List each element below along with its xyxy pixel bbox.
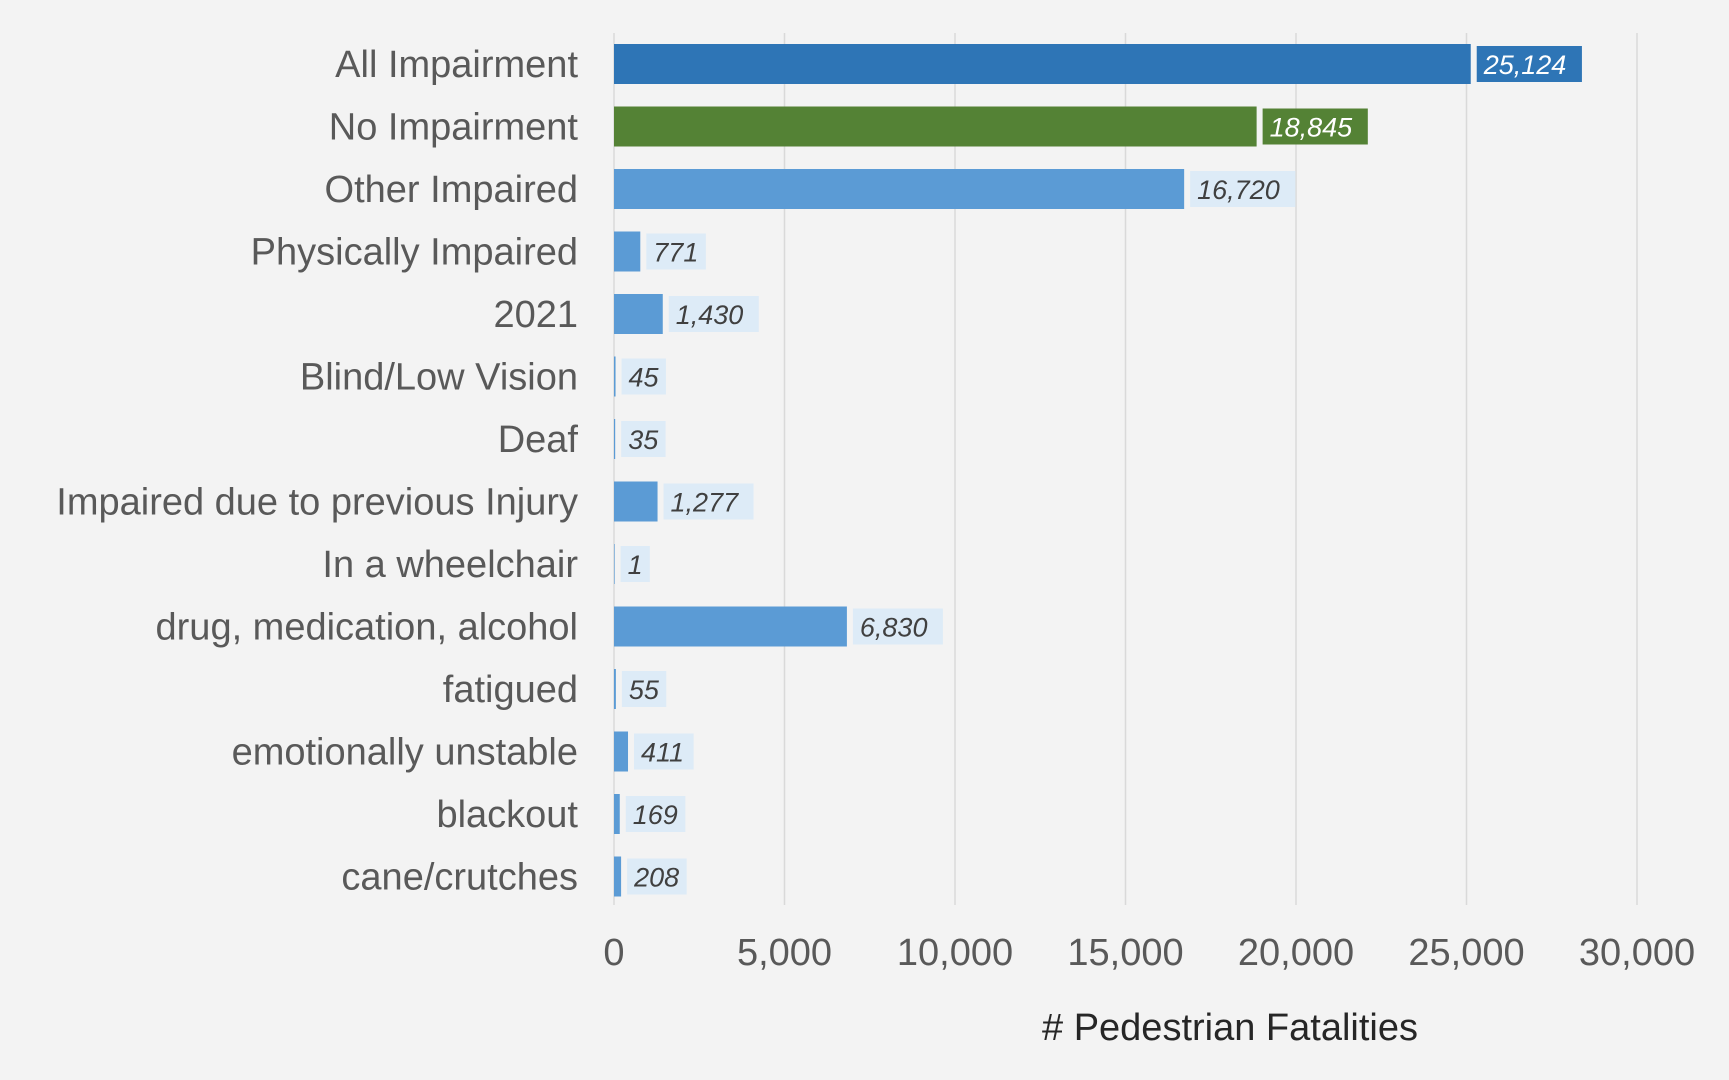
bar — [614, 44, 1471, 84]
bar — [614, 419, 616, 459]
bar — [614, 169, 1185, 209]
category-label: Physically Impaired — [251, 232, 578, 274]
data-label: 169 — [633, 800, 678, 830]
bar — [614, 231, 641, 272]
data-label: 55 — [629, 675, 660, 705]
x-tick-label: 20,000 — [1238, 932, 1354, 974]
data-label-box — [634, 733, 694, 770]
bar — [614, 356, 616, 397]
category-label: In a wheelchair — [322, 544, 578, 586]
data-label: 25,124 — [1483, 50, 1567, 80]
data-label-box — [620, 546, 650, 582]
data-labels: 25,124 18,845 16,720 771 1,430 45 35 1,277 1 6,83… — [620, 46, 1582, 895]
category-label: cane/crutches — [341, 857, 578, 899]
bar — [614, 669, 616, 709]
data-label-box — [663, 483, 754, 520]
data-label-box — [1476, 46, 1582, 82]
data-label: 411 — [641, 738, 684, 768]
bar — [614, 294, 663, 334]
x-axis-title: # Pedestrian Fatalities — [1042, 1007, 1418, 1049]
x-tick-label: 25,000 — [1408, 932, 1524, 974]
data-label: 18,845 — [1270, 113, 1354, 143]
data-label-box — [852, 608, 943, 645]
category-label: Impaired due to previous Injury — [56, 482, 578, 524]
bar — [614, 731, 629, 772]
data-label-box — [668, 296, 759, 332]
bar — [614, 856, 622, 897]
bar — [614, 481, 658, 522]
data-label-box — [621, 671, 667, 707]
data-label: 45 — [629, 363, 660, 393]
data-label-box — [1262, 108, 1368, 145]
data-label: 1,430 — [676, 300, 744, 330]
x-tick-label: 5,000 — [737, 932, 832, 974]
data-label: 1,277 — [671, 488, 740, 518]
category-label: 2021 — [493, 294, 578, 336]
data-label: 208 — [633, 863, 679, 893]
data-label-box — [621, 421, 666, 457]
data-label-box — [625, 796, 686, 832]
x-tick-label: 10,000 — [897, 932, 1013, 974]
category-label: Blind/Low Vision — [300, 357, 578, 399]
data-label: 6,830 — [860, 613, 928, 643]
data-label: 1 — [628, 550, 643, 580]
category-label: Other Impaired — [325, 169, 578, 211]
bar — [614, 794, 620, 834]
data-label-box — [627, 858, 687, 895]
category-label: No Impairment — [329, 107, 579, 149]
bar — [614, 606, 847, 647]
x-tick-labels: 0 5,000 10,000 15,000 20,000 25,000 30,000 — [603, 932, 1695, 974]
category-label: Deaf — [498, 419, 579, 461]
category-label: fatigued — [443, 669, 578, 711]
bars — [614, 44, 1471, 897]
gridlines — [613, 33, 1638, 905]
x-tick-label: 0 — [603, 932, 624, 974]
category-labels: All Impairment No Impairment Other Impaire… — [56, 44, 578, 899]
x-tick-label: 30,000 — [1579, 932, 1695, 974]
category-label: blackout — [436, 794, 578, 836]
bar — [614, 106, 1257, 147]
category-label: emotionally unstable — [232, 732, 578, 774]
data-label-box — [621, 358, 666, 395]
category-label: All Impairment — [335, 44, 578, 86]
data-label: 16,720 — [1197, 175, 1280, 205]
data-label: 771 — [653, 238, 698, 268]
data-label-box — [1190, 171, 1296, 207]
category-label: drug, medication, alcohol — [156, 607, 578, 649]
data-label-box — [646, 233, 706, 270]
data-label: 35 — [628, 425, 659, 455]
x-tick-label: 15,000 — [1067, 932, 1183, 974]
bar — [614, 544, 615, 584]
